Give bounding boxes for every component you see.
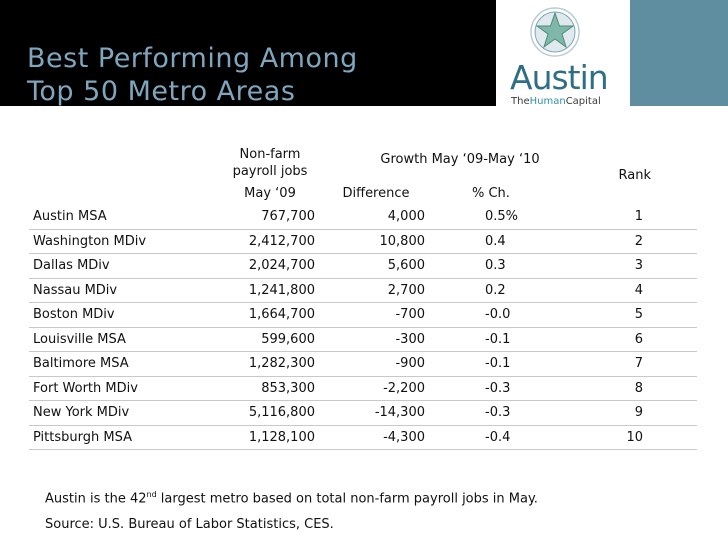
payroll-jobs: 1,128,100 <box>225 425 315 450</box>
jobs-difference: 2,700 <box>315 278 437 303</box>
jobs-difference: -2,200 <box>315 376 437 401</box>
rank-value: 3 <box>605 253 697 279</box>
metro-jobs-table: Non-farm payroll jobs Growth May ‘09-May … <box>29 146 697 450</box>
percent-change: 0.4 <box>437 229 605 254</box>
payroll-jobs: 853,300 <box>225 376 315 401</box>
jobs-difference: 10,800 <box>315 229 437 254</box>
percent-change: -0.1 <box>437 351 605 377</box>
rank-value: 5 <box>605 302 697 328</box>
title-line-1: Best Performing Among <box>27 43 358 74</box>
table-row: Boston MDiv 1,664,700 -700 -0.0 5 <box>29 302 697 328</box>
percent-change: 0.2 <box>437 278 605 303</box>
metro-name: Dallas MDiv <box>29 253 225 279</box>
metro-name: Louisville MSA <box>29 327 225 352</box>
table-row: Fort Worth MDiv 853,300 -2,200 -0.3 8 <box>29 376 697 401</box>
payroll-jobs: 767,700 <box>225 205 315 230</box>
percent-change: -0.4 <box>437 425 605 450</box>
title-line-2: Top 50 Metro Areas <box>27 76 296 107</box>
payroll-jobs: 2,024,700 <box>225 253 315 279</box>
header-spacer <box>29 146 225 181</box>
rank-value: 6 <box>605 327 697 352</box>
rank-value: 10 <box>605 425 697 450</box>
rank-value: 4 <box>605 278 697 303</box>
accent-band <box>630 0 728 106</box>
jobs-difference: 4,000 <box>315 205 437 230</box>
header-growth: Growth May ‘09-May ‘10 <box>380 152 540 167</box>
payroll-jobs: 5,116,800 <box>225 400 315 426</box>
rank-value: 1 <box>605 205 697 230</box>
jobs-difference: 5,600 <box>315 253 437 279</box>
metro-name: Washington MDiv <box>29 229 225 254</box>
header-difference: Difference <box>342 185 410 201</box>
percent-change: 0.5% <box>437 205 605 230</box>
percent-change: -0.1 <box>437 327 605 352</box>
rank-value: 2 <box>605 229 697 254</box>
metro-name: Nassau MDiv <box>29 278 225 303</box>
metro-name: Fort Worth MDiv <box>29 376 225 401</box>
table-body: Austin MSA 767,700 4,000 0.5% 1 Washington MD… <box>29 205 697 450</box>
percent-change: -0.3 <box>437 400 605 426</box>
table-row: New York MDiv 5,116,800 -14,300 -0.3 9 <box>29 400 697 426</box>
jobs-difference: -900 <box>315 351 437 377</box>
logo-wordmark: Austin <box>510 58 609 97</box>
rank-value: 8 <box>605 376 697 401</box>
source-note: Source: U.S. Bureau of Labor Statistics,… <box>45 517 334 532</box>
percent-change: -0.3 <box>437 376 605 401</box>
table-row: Dallas MDiv 2,024,700 5,600 0.3 3 <box>29 253 697 279</box>
table-row: Washington MDiv 2,412,700 10,800 0.4 2 <box>29 229 697 254</box>
rank-value: 7 <box>605 351 697 377</box>
header-jobs-date: May ‘09 <box>244 185 296 201</box>
payroll-jobs: 2,412,700 <box>225 229 315 254</box>
star-emblem-icon <box>530 7 580 57</box>
austin-logo: Austin TheHumanCapital <box>496 0 630 114</box>
metro-name: New York MDiv <box>29 400 225 426</box>
table-row: Louisville MSA 599,600 -300 -0.1 6 <box>29 327 697 352</box>
metro-name: Boston MDiv <box>29 302 225 328</box>
slide-title: Best Performing Among Top 50 Metro Areas <box>27 42 358 108</box>
header-pct-change: % Ch. <box>472 185 510 201</box>
table-row: Nassau MDiv 1,241,800 2,700 0.2 4 <box>29 278 697 303</box>
logo-tagline: TheHumanCapital <box>511 96 601 107</box>
jobs-difference: -300 <box>315 327 437 352</box>
payroll-jobs: 1,241,800 <box>225 278 315 303</box>
table-row: Pittsburgh MSA 1,128,100 -4,300 -0.4 10 <box>29 425 697 450</box>
percent-change: -0.0 <box>437 302 605 328</box>
jobs-difference: -700 <box>315 302 437 328</box>
footnote: Austin is the 42nd largest metro based o… <box>45 490 538 507</box>
jobs-difference: -14,300 <box>315 400 437 426</box>
percent-change: 0.3 <box>437 253 605 279</box>
table-row: Austin MSA 767,700 4,000 0.5% 1 <box>29 205 697 230</box>
metro-name: Baltimore MSA <box>29 351 225 377</box>
header-rank: Rank <box>618 168 651 183</box>
header-jobs: Non-farm payroll jobs <box>232 147 308 179</box>
payroll-jobs: 1,664,700 <box>225 302 315 328</box>
metro-name: Austin MSA <box>29 205 225 230</box>
rank-value: 9 <box>605 400 697 426</box>
metro-name: Pittsburgh MSA <box>29 425 225 450</box>
jobs-difference: -4,300 <box>315 425 437 450</box>
payroll-jobs: 599,600 <box>225 327 315 352</box>
payroll-jobs: 1,282,300 <box>225 351 315 377</box>
table-row: Baltimore MSA 1,282,300 -900 -0.1 7 <box>29 351 697 377</box>
